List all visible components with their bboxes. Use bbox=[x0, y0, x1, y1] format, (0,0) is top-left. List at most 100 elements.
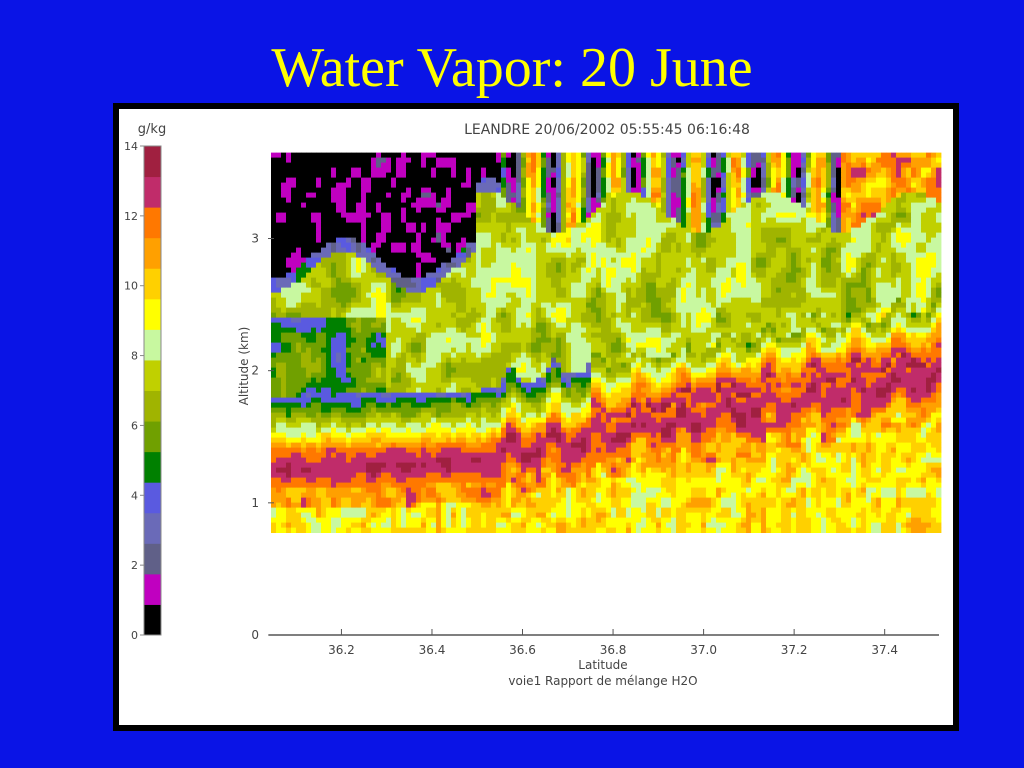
heatmap-cell bbox=[741, 197, 747, 204]
heatmap-cell bbox=[861, 207, 867, 214]
heatmap-cell bbox=[536, 262, 542, 269]
heatmap-cell bbox=[761, 152, 767, 159]
heatmap-cell bbox=[736, 257, 742, 264]
heatmap-cell bbox=[931, 222, 937, 229]
heatmap-cell bbox=[676, 197, 682, 204]
heatmap-cell bbox=[541, 312, 547, 319]
heatmap-cell bbox=[861, 152, 867, 159]
heatmap-cell bbox=[801, 247, 807, 254]
heatmap-cell bbox=[781, 187, 787, 194]
heatmap-cell bbox=[511, 282, 517, 289]
heatmap-cell bbox=[406, 217, 412, 224]
heatmap-cell bbox=[816, 217, 822, 224]
heatmap-cell bbox=[301, 317, 307, 324]
heatmap-cell bbox=[691, 292, 697, 299]
heatmap-cell bbox=[406, 192, 412, 199]
heatmap-cell bbox=[476, 162, 482, 169]
heatmap-cell bbox=[631, 197, 637, 204]
heatmap-cell bbox=[376, 262, 382, 269]
heatmap-cell bbox=[726, 157, 732, 164]
heatmap-cell bbox=[846, 182, 852, 189]
heatmap-cell bbox=[706, 252, 712, 259]
heatmap-cell bbox=[631, 277, 637, 284]
heatmap-cell bbox=[716, 322, 722, 329]
heatmap-cell bbox=[481, 177, 487, 184]
heatmap-cell bbox=[401, 327, 407, 334]
heatmap-cell bbox=[711, 317, 717, 324]
heatmap-cell bbox=[421, 307, 427, 314]
heatmap-cell bbox=[316, 207, 322, 214]
heatmap-cell bbox=[626, 232, 632, 239]
heatmap-cell bbox=[451, 207, 457, 214]
heatmap-cell bbox=[896, 262, 902, 269]
heatmap-cell bbox=[351, 207, 357, 214]
heatmap-cell bbox=[466, 257, 472, 264]
heatmap-cell bbox=[461, 182, 467, 189]
heatmap-cell bbox=[446, 282, 452, 289]
heatmap-cell bbox=[516, 187, 522, 194]
heatmap-cell bbox=[481, 182, 487, 189]
heatmap-cell bbox=[671, 302, 677, 309]
heatmap-cell bbox=[441, 202, 447, 209]
heatmap-cell bbox=[681, 327, 687, 334]
heatmap-cell bbox=[831, 282, 837, 289]
heatmap-cell bbox=[491, 262, 497, 269]
heatmap-cell bbox=[741, 242, 747, 249]
heatmap-cell bbox=[571, 237, 577, 244]
heatmap-cell bbox=[636, 187, 642, 194]
heatmap-cell bbox=[856, 332, 862, 339]
heatmap-cell bbox=[811, 317, 817, 324]
heatmap-cell bbox=[746, 252, 752, 259]
heatmap-cell bbox=[391, 162, 397, 169]
heatmap-cell bbox=[746, 317, 752, 324]
heatmap-cell bbox=[326, 267, 332, 274]
heatmap-cell bbox=[401, 167, 407, 174]
heatmap-cell bbox=[751, 242, 757, 249]
heatmap-cell bbox=[656, 197, 662, 204]
heatmap-cell bbox=[836, 277, 842, 284]
heatmap-cell bbox=[716, 307, 722, 314]
heatmap-cell bbox=[446, 332, 452, 339]
heatmap-cell bbox=[336, 197, 342, 204]
heatmap-cell bbox=[836, 207, 842, 214]
heatmap-cell bbox=[791, 202, 797, 209]
heatmap-cell bbox=[601, 257, 607, 264]
heatmap-cell bbox=[851, 247, 857, 254]
heatmap-cell bbox=[591, 327, 597, 334]
heatmap-cell bbox=[426, 197, 432, 204]
heatmap-cell bbox=[271, 197, 277, 204]
heatmap-cell bbox=[556, 162, 562, 169]
heatmap-cell bbox=[451, 167, 457, 174]
heatmap-cell bbox=[346, 292, 352, 299]
heatmap-cell bbox=[686, 227, 692, 234]
heatmap-cell bbox=[771, 252, 777, 259]
heatmap-cell bbox=[666, 162, 672, 169]
heatmap-cell bbox=[841, 257, 847, 264]
heatmap-cell bbox=[281, 207, 287, 214]
heatmap-cell bbox=[761, 202, 767, 209]
heatmap-cell bbox=[506, 197, 512, 204]
heatmap-cell bbox=[511, 307, 517, 314]
heatmap-cell bbox=[561, 242, 567, 249]
heatmap-cell bbox=[696, 207, 702, 214]
heatmap-cell bbox=[301, 252, 307, 259]
heatmap-cell bbox=[516, 177, 522, 184]
heatmap-cell bbox=[466, 202, 472, 209]
heatmap-cell bbox=[916, 292, 922, 299]
heatmap-cell bbox=[726, 252, 732, 259]
heatmap-cell bbox=[436, 197, 442, 204]
heatmap-cell bbox=[746, 312, 752, 319]
heatmap-cell bbox=[546, 242, 552, 249]
heatmap-cell bbox=[651, 202, 657, 209]
heatmap-cell bbox=[586, 222, 592, 229]
heatmap-cell bbox=[611, 187, 617, 194]
heatmap-cell bbox=[386, 167, 392, 174]
heatmap-cell bbox=[766, 257, 772, 264]
heatmap-cell bbox=[756, 242, 762, 249]
heatmap-cell bbox=[686, 187, 692, 194]
heatmap-cell bbox=[496, 287, 502, 294]
heatmap-cell bbox=[321, 167, 327, 174]
heatmap-cell bbox=[851, 207, 857, 214]
heatmap-cell bbox=[621, 267, 627, 274]
heatmap-cell bbox=[806, 242, 812, 249]
